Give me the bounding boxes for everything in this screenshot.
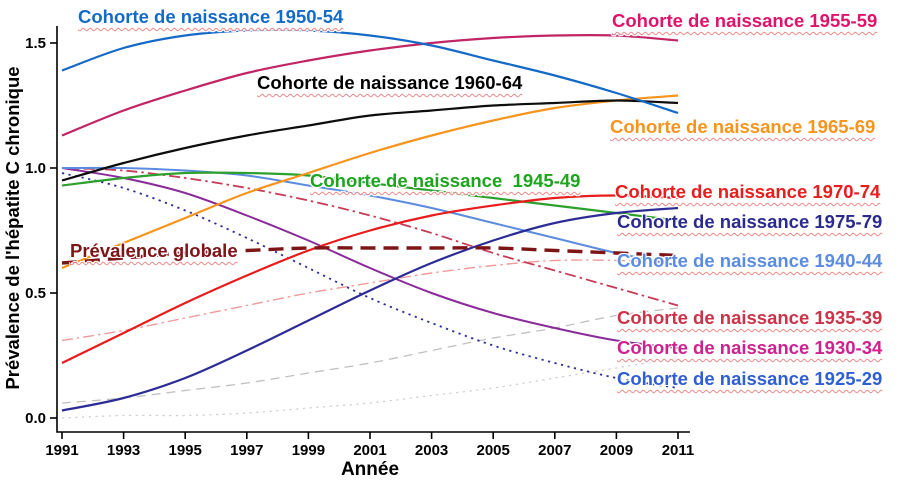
series-line-c1965-69	[61, 94, 679, 270]
series-line-c1940-44	[61, 166, 679, 267]
x-axis-title: Année	[340, 459, 400, 480]
x-tick-label: 2011	[662, 442, 695, 459]
series-line-c1975-79	[61, 206, 679, 412]
series-line-globale	[61, 246, 679, 265]
x-tick-label: 1993	[107, 442, 140, 459]
x-tick-label: 2003	[415, 442, 448, 459]
axes-spines	[56, 26, 690, 433]
x-tick-label: 1995	[169, 442, 202, 459]
x-tick-label: 1991	[45, 442, 78, 459]
y-tick-label: 1.5	[25, 35, 46, 52]
y-axis-title: Prévalence de l'hépatite C chronique	[2, 66, 23, 390]
x-tick-label: 2005	[477, 442, 510, 459]
series-line-nolabel-rose	[61, 259, 679, 342]
y-tick-label: 0.0	[25, 410, 46, 427]
y-tick-label: 0.5	[25, 285, 46, 302]
x-tick-label: 2007	[538, 442, 571, 459]
series-line-c1970-74	[61, 194, 679, 364]
series-line-c1945-49	[61, 171, 679, 222]
x-tick-label: 1999	[292, 442, 325, 459]
series-line-nolabel-gris-2	[61, 357, 679, 419]
series-line-c1960-64	[61, 99, 679, 182]
series-line-c1955-59	[61, 33, 679, 137]
x-tick-label: 1997	[230, 442, 263, 459]
series-line-c1925-29	[61, 172, 679, 389]
series-line-c1950-54	[61, 28, 679, 115]
series-line-c1930-34	[61, 167, 679, 349]
x-tick-label: 2009	[600, 442, 633, 459]
y-tick-label: 1.0	[25, 160, 46, 177]
x-tick-label: 2001	[353, 442, 386, 459]
series-line-c1935-39	[61, 167, 679, 307]
series-line-nolabel-gris-1	[61, 307, 679, 404]
